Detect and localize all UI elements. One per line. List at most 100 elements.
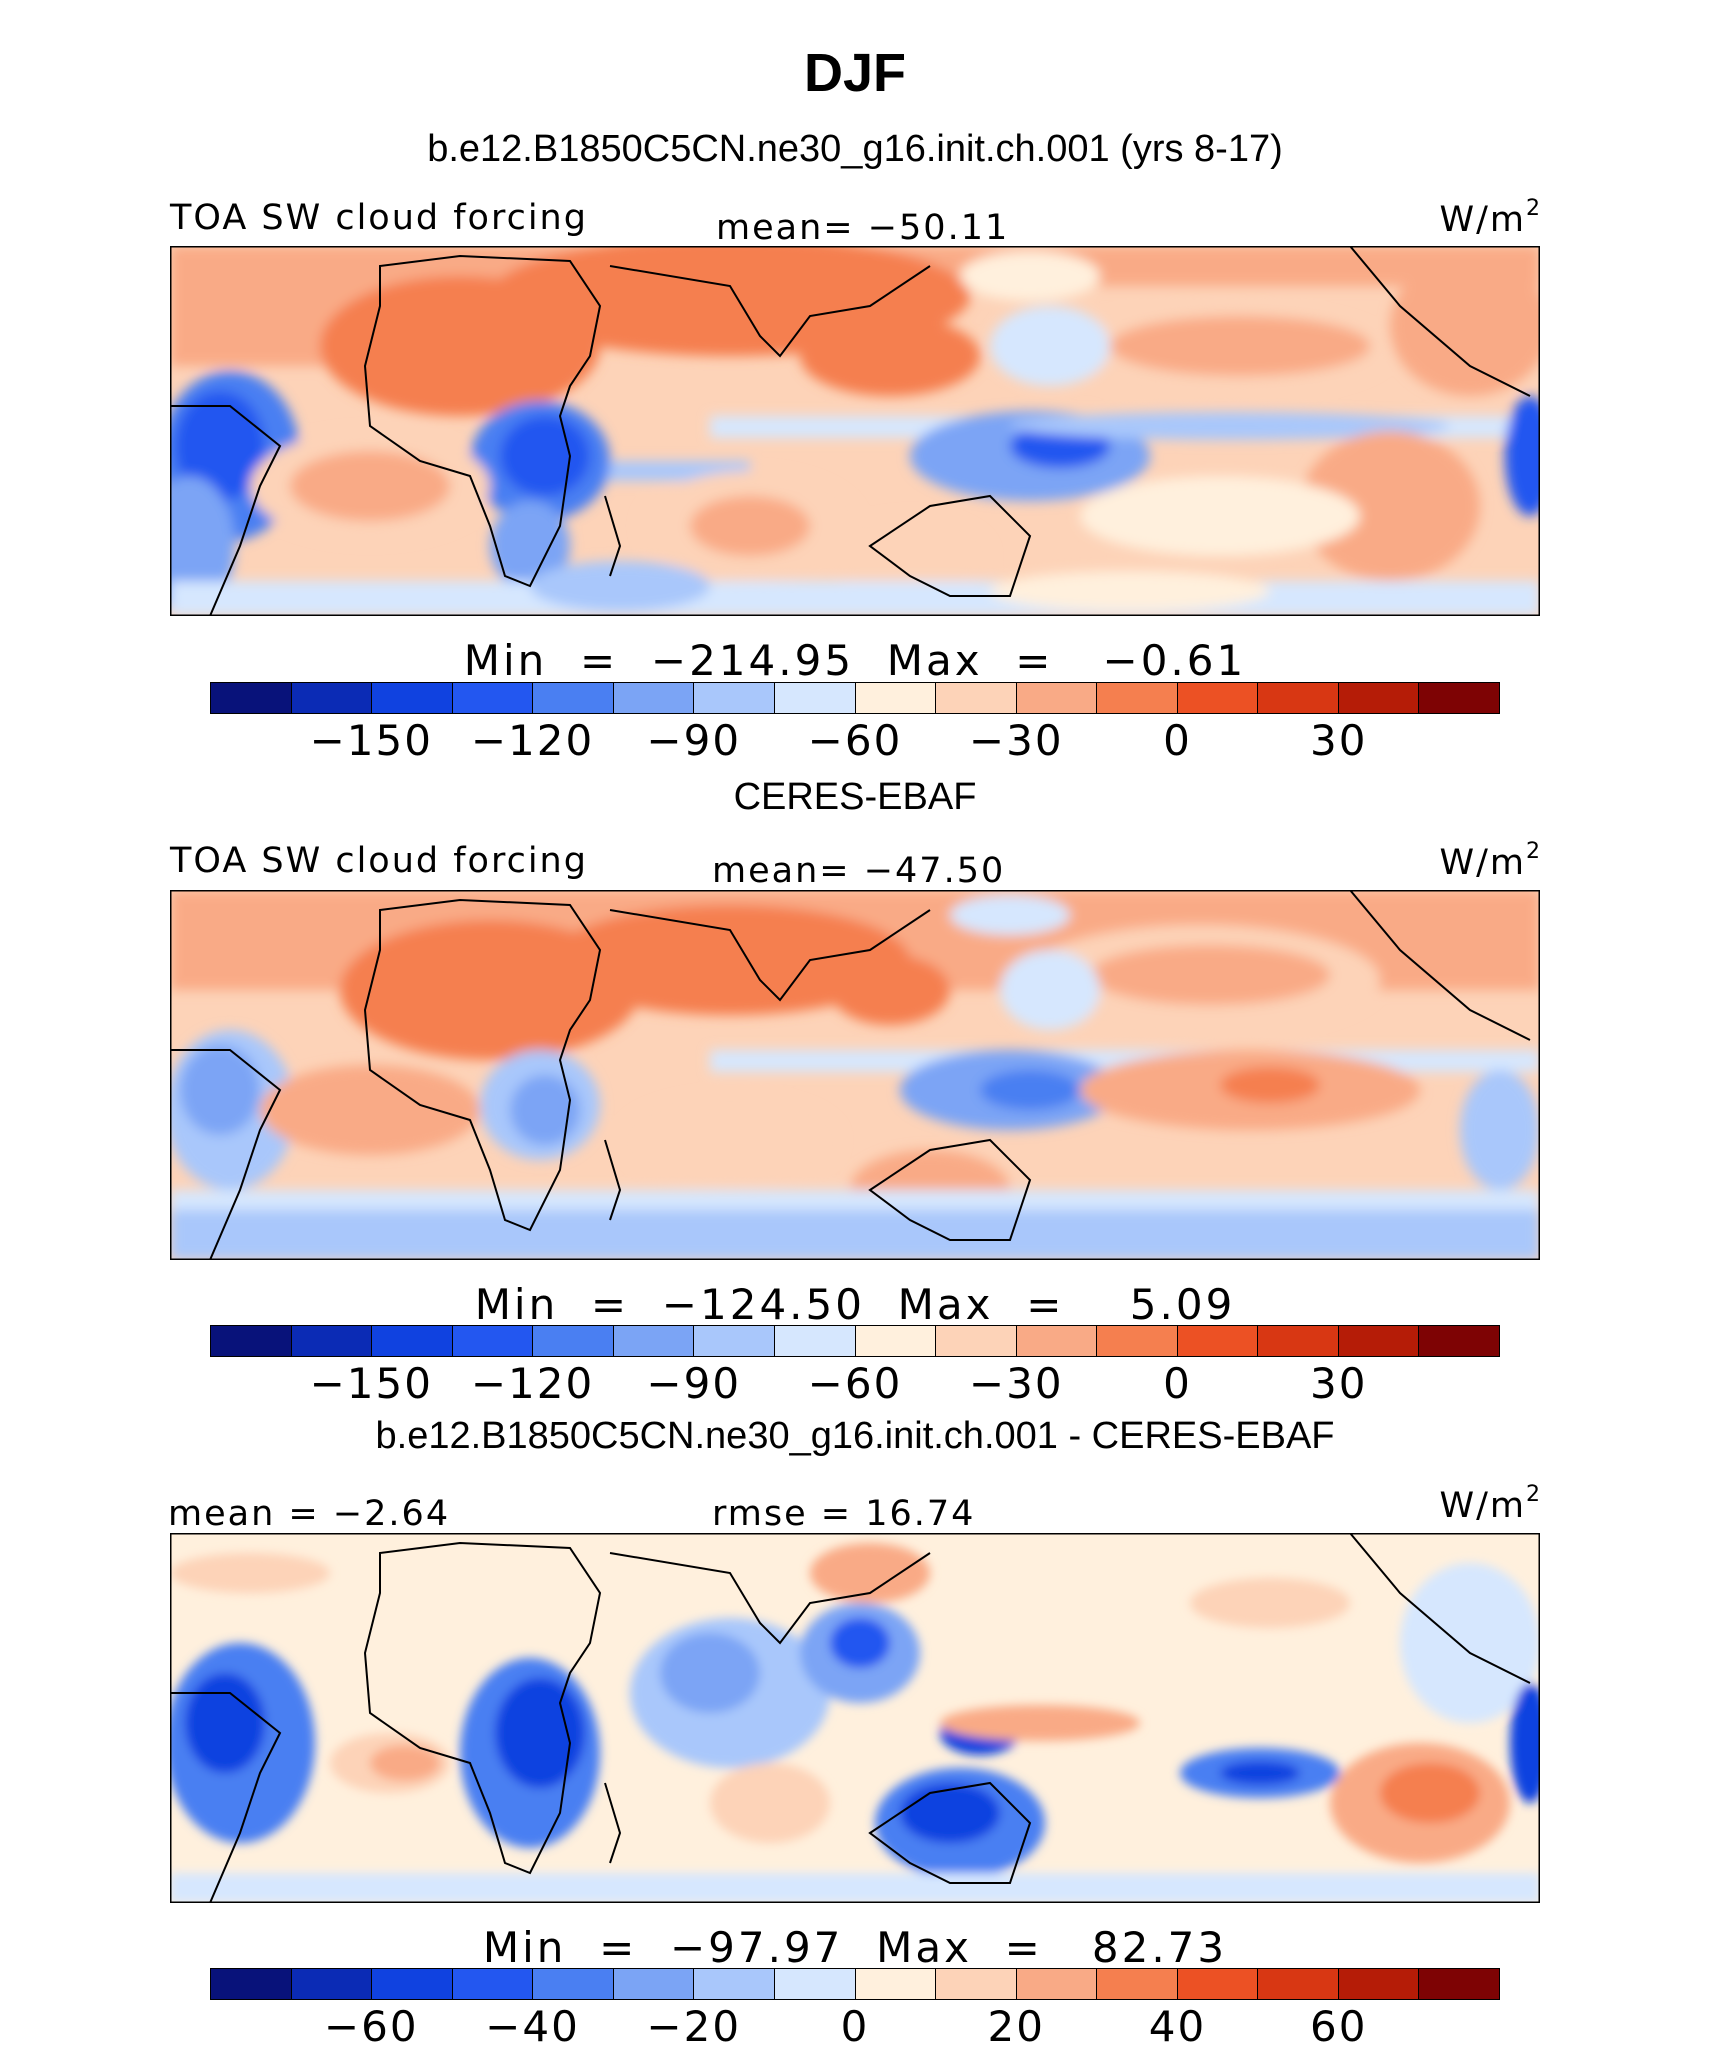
panel-1-colorbar-cell: [1016, 683, 1098, 713]
panel-2-units: W/m2: [1439, 839, 1542, 883]
panel-2-colorbar-cell: [694, 1326, 775, 1356]
figure-title: DJF: [803, 43, 906, 103]
panel-1-asia-outline: [609, 265, 931, 358]
panel-2-colorbar-tick-label: −90: [646, 1359, 742, 1408]
panel-3-colorbar-cell: [936, 1969, 1017, 1999]
panel-3-mean-label: mean = −2.64: [168, 1494, 451, 1534]
panel-3-colorbar-cell: [774, 1969, 856, 1999]
panel-2-header: CERES-EBAF: [733, 776, 977, 818]
panel-3-header: b.e12.B1850C5CN.ne30_g16.init.ch.001 - C…: [375, 1415, 1335, 1457]
panel-2-colorbar-cell: [1258, 1326, 1339, 1356]
panel-2-colorbar-cell: [936, 1326, 1017, 1356]
panel-2-australia-outline: [868, 1138, 1032, 1241]
panel-3-colorbar-tick-label: 40: [1148, 2002, 1207, 2051]
panel-2-colorbar: [210, 1325, 1500, 1357]
panel-3-colorbar-cell: [1338, 1969, 1420, 1999]
panel-3-colorbar-cell: [291, 1969, 373, 1999]
panel-3-colorbar-cell: [452, 1969, 534, 1999]
panel-3-madagascar-outline: [604, 1782, 622, 1864]
panel-1-colorbar-tick-label: −150: [309, 716, 433, 765]
panel-1-header: b.e12.B1850C5CN.ne30_g16.init.ch.001 (yr…: [427, 128, 1283, 170]
panel-2-colorbar-cell: [1338, 1326, 1420, 1356]
panel-3-colorbar-tick-label: 60: [1310, 2002, 1368, 2051]
panel-1-colorbar-cell: [613, 683, 695, 713]
panel-2-colorbar-cell: [613, 1326, 695, 1356]
panel-1-north-america-outline: [1349, 246, 1531, 397]
panel-1-colorbar-tick-label: −30: [968, 716, 1064, 765]
panel-2-colorbar-tick-label: 0: [1163, 1359, 1192, 1408]
panel-2-colorbar-tick-label: −150: [309, 1359, 433, 1408]
panel-3-colorbar-cell: [1016, 1969, 1098, 1999]
panel-1-colorbar-tick-label: −120: [470, 716, 595, 765]
panel-2-mean-label: mean= −47.50: [712, 851, 1006, 891]
panel-2-asia-outline: [609, 909, 931, 1002]
panel-2-colorbar-cell: [211, 1326, 292, 1356]
panel-1-colorbar-cell: [533, 683, 614, 713]
panel-3-map: [170, 1533, 1540, 1903]
panel-1-colorbar-cell: [291, 683, 373, 713]
panel-3-units: W/m2: [1439, 1482, 1542, 1526]
panel-1-mean-label: mean= −50.11: [716, 208, 1010, 248]
panel-3-rmse-label: rmse = 16.74: [712, 1494, 976, 1534]
panel-3-colorbar-tick-label: −20: [646, 2002, 742, 2051]
panel-2-variable-label: TOA SW cloud forcing: [170, 841, 588, 881]
panel-1-colorbar-cell: [694, 683, 775, 713]
panel-3-colorbar-cell: [694, 1969, 775, 1999]
panel-3-colorbar-cell: [211, 1969, 292, 1999]
panel-3-colorbar-tick-label: 0: [840, 2002, 870, 2051]
panel-3-colorbar-cell: [533, 1969, 614, 1999]
panel-3-colorbar-cell: [1419, 1969, 1499, 1999]
panel-1-variable-label: TOA SW cloud forcing: [170, 198, 588, 238]
panel-1-minmax: Min = −214.95 Max = −0.61: [463, 636, 1247, 685]
panel-3-colorbar-tick-label: −40: [485, 2002, 580, 2051]
panel-1-colorbar-cell: [774, 683, 856, 713]
panel-3-colorbar-tick-label: 20: [987, 2002, 1045, 2051]
panel-1-colorbar: [210, 682, 1500, 714]
panel-2-madagascar-outline: [604, 1139, 622, 1221]
panel-1-colorbar-cell: [1419, 683, 1499, 713]
panel-2-colorbar-cell: [855, 1326, 937, 1356]
panel-3-asia-outline: [609, 1552, 931, 1645]
panel-2-map: [170, 890, 1540, 1260]
panel-2-colorbar-cell: [372, 1326, 453, 1356]
panel-2-colorbar-tick-label: 30: [1310, 1359, 1368, 1408]
panel-2-colorbar-cell: [291, 1326, 373, 1356]
panel-1-colorbar-cell: [1097, 683, 1178, 713]
panel-1-colorbar-cell: [855, 683, 937, 713]
panel-1-colorbar-cell: [1258, 683, 1339, 713]
panel-3-australia-outline: [868, 1781, 1032, 1884]
panel-1-colorbar-cell: [936, 683, 1017, 713]
panel-1-australia-outline: [868, 494, 1032, 597]
panel-3-minmax: Min = −97.97 Max = 82.73: [482, 1923, 1228, 1972]
panel-1-map: [170, 246, 1540, 616]
panel-2-colorbar-cell: [533, 1326, 614, 1356]
panel-1-colorbar-cell: [211, 683, 292, 713]
panel-2-north-america-outline: [1349, 890, 1531, 1041]
panel-3-colorbar-cell: [1258, 1969, 1339, 1999]
panel-1-colorbar-cell: [452, 683, 534, 713]
panel-2-colorbar-cell: [774, 1326, 856, 1356]
panel-1-colorbar-ticks: −150 −120 −90 −60 −30 0 30: [210, 716, 1500, 766]
panel-3-colorbar-cell: [855, 1969, 937, 1999]
panel-1-colorbar-tick-label: −60: [807, 716, 903, 765]
panel-2-colorbar-cell: [1177, 1326, 1259, 1356]
panel-1-south-america-outline: [170, 405, 282, 616]
panel-1-colorbar-cell: [1338, 683, 1420, 713]
panel-1-colorbar-cell: [372, 683, 453, 713]
panel-3-africa-outline: [363, 1541, 602, 1875]
panel-2-colorbar-tick-label: −120: [470, 1359, 595, 1408]
panel-2-colorbar-tick-label: −60: [807, 1359, 903, 1408]
panel-1-colorbar-tick-label: 30: [1310, 716, 1368, 765]
panel-2-colorbar-cell: [1097, 1326, 1178, 1356]
panel-2-colorbar-cell: [452, 1326, 534, 1356]
panel-3-colorbar: [210, 1968, 1500, 2000]
panel-3-colorbar-cell: [1097, 1969, 1178, 1999]
panel-1-colorbar-tick-label: 0: [1163, 716, 1192, 765]
panel-3-colorbar-ticks: −60 −40 −20 0 20 40 60: [210, 2002, 1500, 2052]
panel-3-colorbar-cell: [372, 1969, 453, 1999]
panel-1-colorbar-cell: [1177, 683, 1259, 713]
panel-1-colorbar-tick-label: −90: [646, 716, 742, 765]
panel-1-units: W/m2: [1439, 196, 1542, 240]
panel-2-colorbar-cell: [1016, 1326, 1098, 1356]
panel-3-colorbar-cell: [1177, 1969, 1259, 1999]
